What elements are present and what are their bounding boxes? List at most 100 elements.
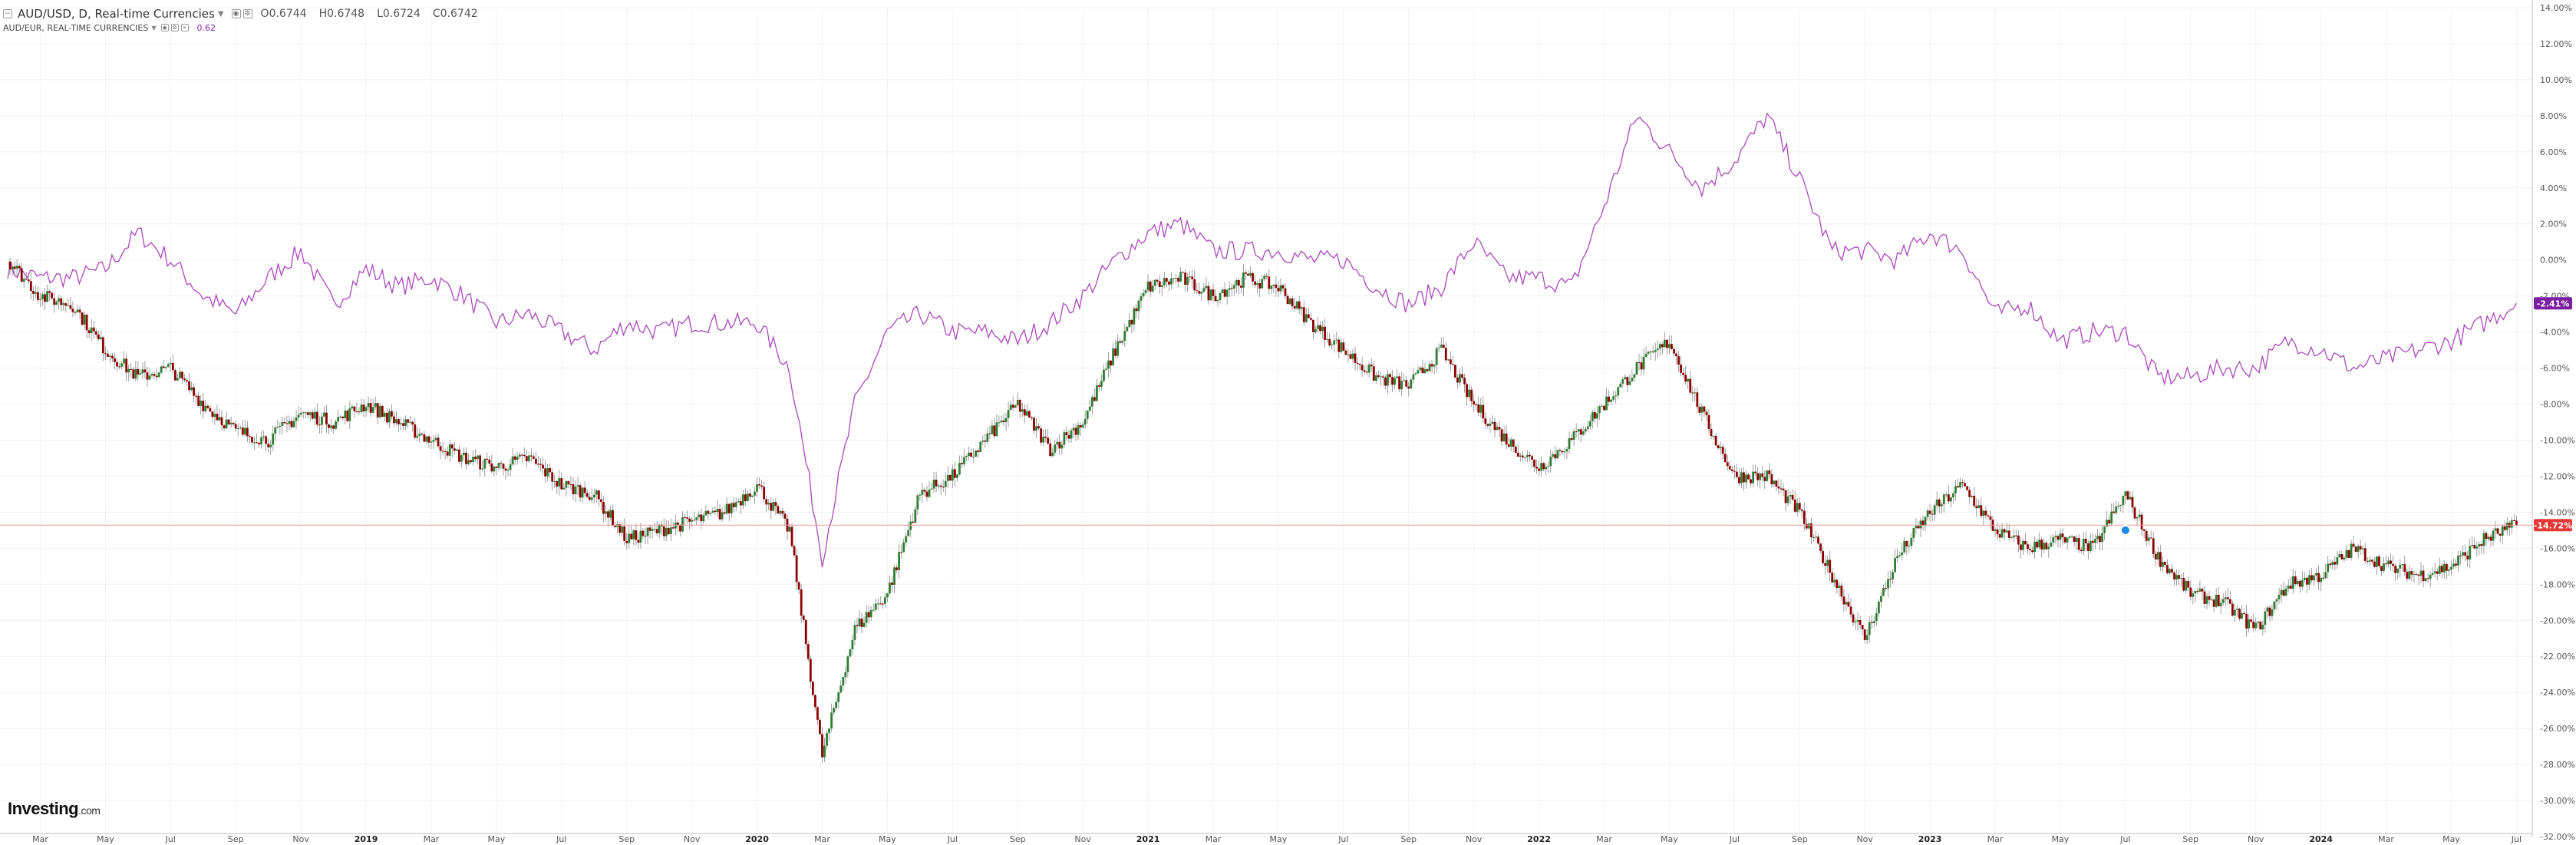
candle-body [618, 524, 622, 533]
candle-body [2252, 621, 2255, 629]
chevron-down-icon[interactable]: ▼ [151, 24, 157, 31]
settings-icon[interactable]: ⚙ [170, 24, 179, 31]
candle-body [921, 490, 924, 495]
candle-body [1202, 288, 1206, 292]
candle-body [2066, 537, 2069, 543]
candle-body [2243, 612, 2245, 614]
candle-body [544, 468, 546, 477]
candle-body [202, 401, 205, 411]
candle-body [804, 619, 807, 645]
candle-body [1391, 377, 1394, 385]
candle-body [1910, 537, 1913, 546]
candle-body [497, 463, 500, 468]
candle-body [1456, 377, 1459, 383]
settings-icon[interactable]: ⚙ [242, 9, 252, 18]
candle-body [958, 463, 961, 475]
candle-body [1097, 385, 1100, 387]
candle-body [781, 510, 784, 514]
candle-body [560, 478, 563, 490]
candle-body [2475, 546, 2479, 549]
candle-body [1540, 463, 1543, 471]
main-last-value-label-bg [2534, 519, 2572, 532]
y-tick-label: -24.00% [2540, 688, 2575, 698]
candle-body [669, 527, 672, 534]
candle-body [2271, 609, 2274, 616]
candle-body [383, 413, 386, 418]
candle-body [2238, 609, 2241, 619]
x-tick-label: May [1270, 834, 1288, 844]
candle-body [2045, 543, 2048, 550]
candle-body [297, 414, 300, 418]
candle-body [1980, 505, 1983, 517]
compare-symbol-title[interactable]: AUD/EUR, REAL-TIME CURRENCIES [3, 22, 149, 33]
candle-body [549, 467, 552, 473]
candle-body [311, 412, 314, 419]
candle-body [576, 485, 579, 487]
candle-body [1054, 444, 1057, 453]
candle-body [1680, 365, 1683, 373]
candle-body [1658, 344, 1661, 349]
x-tick-label: Sep [1792, 834, 1808, 844]
candle-body [1870, 622, 1873, 623]
candle-body [2117, 505, 2120, 507]
candle-body [1205, 286, 1208, 289]
candle-body [1044, 436, 1047, 438]
candle-body [628, 533, 631, 543]
candle-body [1446, 359, 1450, 361]
collapse-legend-icon[interactable]: − [3, 9, 12, 18]
candle-body [2205, 596, 2208, 604]
visibility-icon[interactable]: ◉ [160, 24, 169, 31]
candle-body [1367, 364, 1370, 373]
candle-body [169, 362, 172, 365]
close-icon[interactable]: × [180, 24, 189, 31]
candle-body [1268, 276, 1271, 289]
x-tick-label: Nov [292, 834, 309, 844]
candle-body [1407, 386, 1410, 389]
candle-body [711, 510, 714, 513]
candle-body [1079, 424, 1082, 427]
candle-body [181, 371, 183, 379]
candle-body [1671, 344, 1673, 349]
event-marker-icon[interactable] [2119, 524, 2131, 536]
candle-body [1302, 307, 1305, 322]
candle-body [2403, 564, 2406, 572]
chevron-down-icon[interactable]: ▼ [217, 9, 224, 18]
candle-body [1880, 596, 1882, 602]
candle-body [460, 455, 463, 462]
candle-body [188, 381, 190, 391]
candle-body [407, 419, 410, 423]
candle-body [605, 511, 607, 514]
candle-body [595, 490, 598, 495]
candle-body [565, 480, 568, 488]
candle-body [351, 406, 354, 408]
candle-body [2298, 580, 2301, 587]
candle-body [1165, 278, 1168, 282]
candle-body [1002, 420, 1005, 423]
candle-body [2108, 520, 2111, 524]
candle-body [2003, 529, 2006, 533]
candle-body [863, 622, 866, 627]
visibility-icon[interactable]: ◉ [231, 9, 241, 18]
candle-body [1479, 404, 1483, 413]
candle-body [1791, 494, 1794, 500]
candle-body [2178, 575, 2181, 579]
candle-body [1668, 344, 1671, 348]
main-symbol-title[interactable]: AUD/USD, D, Real-time Currencies [18, 7, 215, 21]
candle-body [2133, 507, 2136, 519]
candle-body [1279, 285, 1282, 292]
candle-body [1698, 407, 1701, 413]
candle-body [2417, 574, 2420, 576]
candle-body [839, 685, 843, 693]
y-tick-label: -10.00% [2540, 435, 2575, 445]
candle-body [371, 407, 374, 413]
x-tick-label: Jul [2511, 834, 2522, 844]
candle-body [2385, 563, 2387, 565]
candle-body [344, 411, 347, 418]
candle-body [886, 593, 889, 598]
candle-body [2145, 530, 2148, 541]
candle-body [1281, 285, 1285, 289]
candle-body [1140, 296, 1143, 301]
candle-body [1275, 284, 1278, 289]
